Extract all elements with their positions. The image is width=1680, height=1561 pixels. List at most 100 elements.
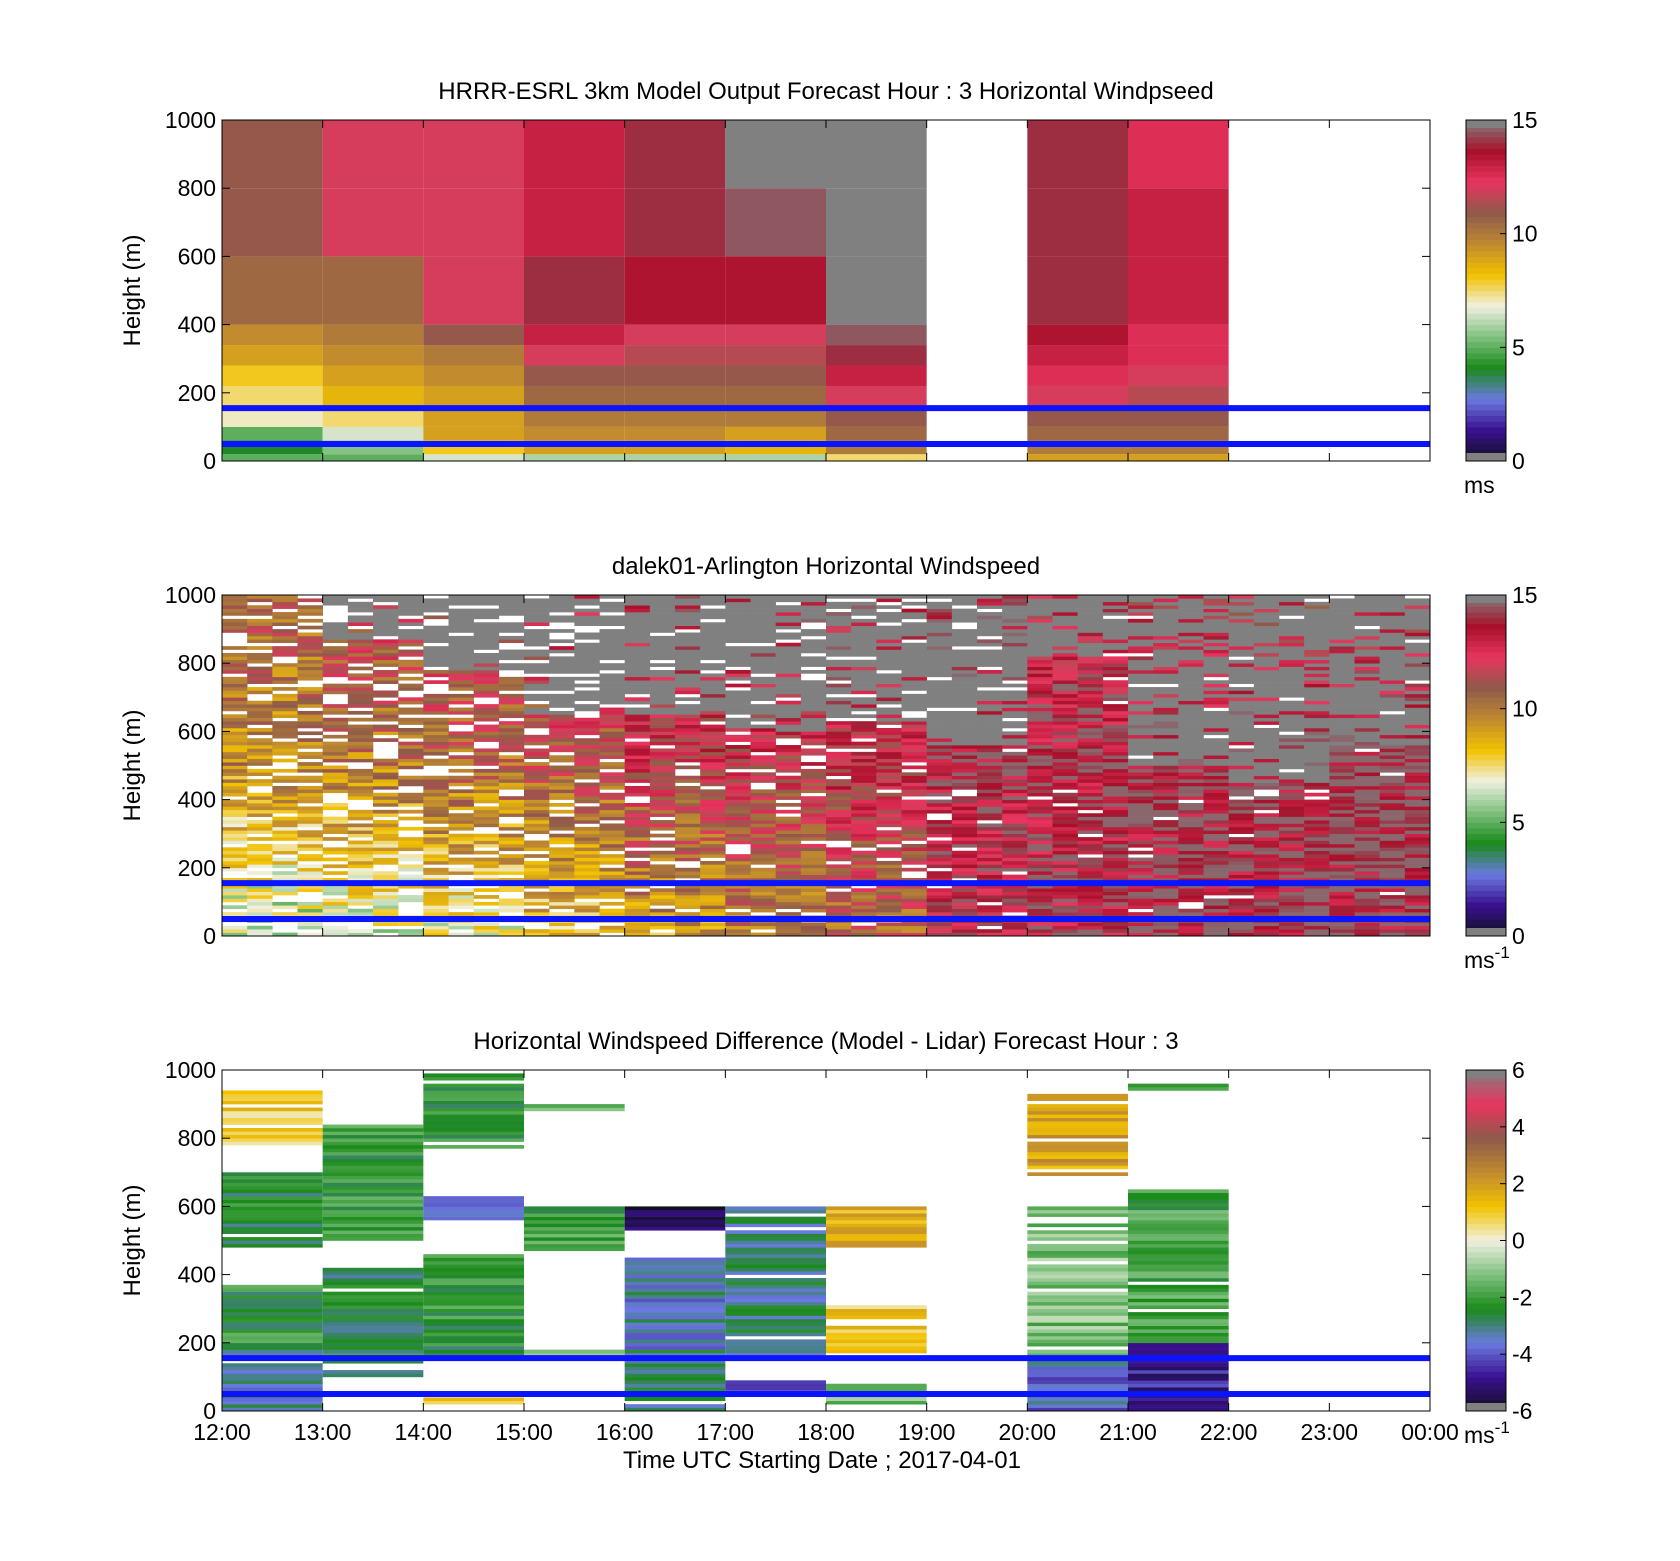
cell xyxy=(1329,734,1355,739)
cell xyxy=(826,823,852,828)
cell xyxy=(1128,796,1154,800)
cell xyxy=(222,1202,323,1207)
cell xyxy=(473,878,500,882)
cell xyxy=(423,806,449,811)
cell xyxy=(1128,639,1154,644)
cell xyxy=(473,646,500,650)
cell xyxy=(1304,670,1330,674)
cell xyxy=(347,816,374,821)
cell xyxy=(322,1332,424,1337)
cell xyxy=(700,860,726,865)
cell xyxy=(1052,639,1078,644)
cell xyxy=(222,1305,323,1309)
cell xyxy=(423,833,449,838)
cell xyxy=(951,922,978,927)
cell xyxy=(473,895,500,899)
cell xyxy=(1002,738,1028,742)
cell xyxy=(1329,717,1355,722)
cell xyxy=(398,687,424,691)
cell xyxy=(1379,884,1406,889)
cell xyxy=(1279,922,1305,927)
cell xyxy=(1228,820,1255,824)
cell xyxy=(423,1267,524,1272)
colorbar-segment xyxy=(1466,890,1506,897)
cell xyxy=(373,785,399,790)
colorbar-segment xyxy=(1466,816,1506,823)
cell xyxy=(1253,895,1280,899)
cell xyxy=(498,652,525,657)
cell xyxy=(1354,779,1380,783)
cell xyxy=(800,605,827,609)
cell xyxy=(423,700,449,705)
cell xyxy=(524,901,550,906)
cell xyxy=(1027,813,1053,817)
cell xyxy=(599,601,625,606)
cell xyxy=(524,840,550,845)
cell xyxy=(574,635,600,640)
cell xyxy=(222,1407,323,1412)
cell xyxy=(373,727,399,732)
cell xyxy=(549,905,575,910)
cell xyxy=(1354,751,1380,756)
cell xyxy=(624,598,651,603)
cell xyxy=(1228,867,1255,872)
cell xyxy=(826,932,852,937)
cell xyxy=(1002,690,1028,695)
cell xyxy=(1128,666,1154,671)
cell xyxy=(1128,595,1154,599)
cell xyxy=(1228,932,1255,937)
cell xyxy=(851,751,877,756)
cell xyxy=(423,605,449,609)
cell xyxy=(951,895,978,899)
cell xyxy=(1002,789,1028,794)
cell xyxy=(524,598,550,603)
cell xyxy=(1404,799,1431,804)
cell xyxy=(498,860,525,865)
cell xyxy=(725,605,751,609)
cell xyxy=(574,932,600,937)
cell xyxy=(951,850,978,855)
cell xyxy=(398,922,424,927)
cell xyxy=(1354,850,1380,855)
cell xyxy=(373,693,399,698)
cell xyxy=(826,406,927,427)
cell xyxy=(1354,874,1380,879)
cell xyxy=(624,1312,726,1316)
cell xyxy=(1379,687,1406,691)
cell xyxy=(775,840,802,845)
cell xyxy=(1304,908,1330,913)
cell xyxy=(473,595,500,599)
cell xyxy=(876,727,902,732)
cell xyxy=(498,932,525,937)
cell xyxy=(876,595,902,599)
cell xyxy=(272,792,298,797)
cell xyxy=(222,912,248,916)
cell xyxy=(222,598,248,603)
cell xyxy=(1354,826,1380,831)
cell xyxy=(1052,697,1078,702)
cell xyxy=(1153,772,1179,777)
cell xyxy=(1279,649,1305,654)
cell xyxy=(373,891,399,896)
cell xyxy=(1228,809,1255,814)
cell xyxy=(498,775,525,780)
cell xyxy=(826,324,927,346)
cell xyxy=(423,601,449,606)
cell xyxy=(423,1110,524,1115)
cell xyxy=(347,891,374,896)
cell xyxy=(1404,854,1431,858)
cell xyxy=(1379,721,1406,725)
cell xyxy=(423,1257,524,1262)
cell xyxy=(1077,929,1104,933)
cell xyxy=(1228,608,1255,613)
cell xyxy=(1002,823,1028,828)
cell xyxy=(347,833,374,838)
cell xyxy=(448,707,474,712)
colorbar-over xyxy=(1466,595,1506,603)
colorbar-segment xyxy=(1466,216,1506,223)
cell xyxy=(700,615,726,620)
cell xyxy=(926,850,953,855)
cell xyxy=(1304,779,1330,783)
cell xyxy=(876,656,902,661)
cell xyxy=(423,710,449,715)
